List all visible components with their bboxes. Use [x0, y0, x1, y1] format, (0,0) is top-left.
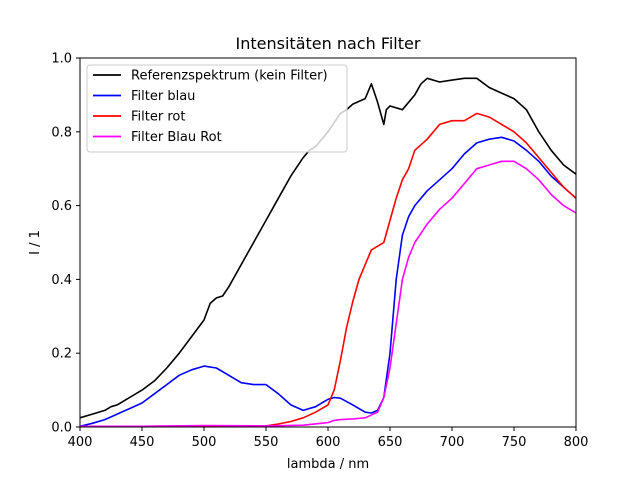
x-tick-label: 450	[130, 435, 155, 450]
series-line-2	[80, 112, 577, 428]
x-tick-label: 500	[192, 435, 217, 450]
y-tick-label: 1.0	[51, 52, 72, 67]
legend-label-3: Filter Blau Rot	[131, 130, 222, 145]
y-tick-label: 0.4	[51, 273, 72, 288]
y-tick-label: 0.0	[51, 421, 72, 436]
x-tick-label: 550	[254, 435, 279, 450]
y-axis-ticks: 0.0 0.2 0.4 0.6 0.8 1.0	[51, 52, 80, 436]
legend: Referenzspektrum (kein Filter) Filter bla…	[86, 64, 348, 153]
y-tick-label: 0.2	[51, 347, 72, 362]
chart-title: Intensitäten nach Filter	[236, 34, 421, 53]
series-line-3	[80, 160, 577, 428]
x-axis-ticks: 400 450 500 550 600 650 700 750 800	[68, 427, 589, 450]
x-tick-label: 650	[378, 435, 403, 450]
y-axis-label: I / 1	[28, 230, 43, 255]
legend-label-1: Filter blau	[131, 89, 195, 104]
x-tick-label: 800	[564, 435, 589, 450]
legend-label-0: Referenzspektrum (kein Filter)	[131, 69, 328, 84]
x-tick-label: 600	[316, 435, 341, 450]
y-tick-label: 0.8	[51, 125, 72, 140]
x-tick-label: 750	[502, 435, 527, 450]
x-tick-label: 700	[440, 435, 465, 450]
legend-label-2: Filter rot	[131, 110, 185, 125]
x-tick-label: 400	[68, 435, 93, 450]
x-axis-label: lambda / nm	[287, 457, 369, 472]
legend-box	[86, 64, 348, 153]
y-tick-label: 0.6	[51, 199, 72, 214]
series-line-1	[79, 136, 577, 428]
